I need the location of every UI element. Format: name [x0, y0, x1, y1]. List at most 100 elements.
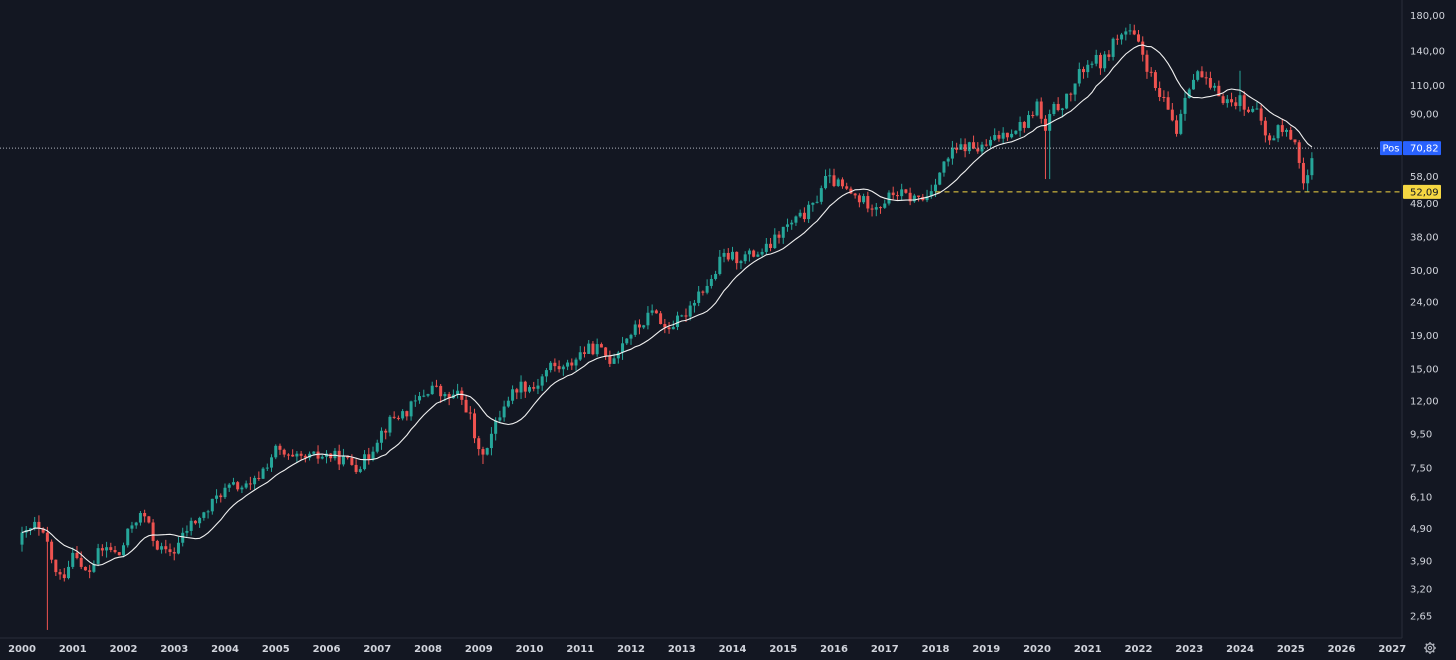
candle [28, 527, 32, 536]
x-tick-label: 2005 [262, 644, 290, 655]
candle [231, 477, 235, 486]
candle [155, 539, 159, 551]
candle [993, 128, 997, 142]
candle [62, 568, 66, 582]
candle [621, 336, 625, 360]
candle [193, 520, 197, 525]
candle [54, 559, 58, 577]
y-tick-label: 24,00 [1410, 298, 1439, 309]
candle [908, 187, 912, 206]
candle [692, 299, 696, 313]
candle [659, 311, 663, 325]
candle [384, 428, 388, 440]
candle [1204, 71, 1208, 85]
x-tick-label: 2008 [414, 644, 442, 655]
candle [625, 338, 629, 346]
y-tick-label: 3,20 [1410, 584, 1432, 595]
x-tick-label: 2009 [465, 644, 493, 655]
candle [561, 364, 565, 376]
candle [1111, 37, 1115, 61]
candle [566, 359, 570, 371]
candle [160, 542, 164, 554]
candle [1166, 91, 1170, 110]
x-axis[interactable]: 2000 2001 2002 2003 2004 2005 2006 2007 2008 2009… [0, 637, 1406, 655]
candle [1124, 27, 1128, 41]
candle [1213, 82, 1217, 92]
candle [515, 387, 519, 400]
candle [1039, 97, 1043, 124]
candle [75, 546, 79, 560]
current-price-label: 70,82 [1410, 144, 1439, 155]
candle [891, 186, 895, 200]
candle [464, 395, 468, 413]
candle [261, 467, 265, 480]
moving-average-line [21, 44, 1313, 566]
y-axis[interactable]: 180,00 140,00 110,00 90,00 58,00 48,00 38,00 30… [1401, 0, 1445, 638]
candle [1120, 32, 1124, 45]
candle [164, 539, 168, 554]
x-tick-label: 2012 [617, 644, 645, 655]
candle [130, 521, 134, 533]
candle [726, 248, 730, 262]
candle [1103, 51, 1107, 72]
candle [549, 361, 553, 373]
candle [88, 564, 92, 579]
candle [760, 248, 764, 257]
candle [709, 274, 713, 289]
candle [358, 466, 362, 474]
candle [176, 537, 180, 555]
candle [511, 385, 515, 405]
candle [1272, 135, 1276, 141]
candle [1191, 74, 1195, 90]
candle [599, 342, 603, 348]
candle [684, 308, 688, 323]
candle [502, 400, 506, 422]
candle [1301, 157, 1305, 190]
candle [1179, 109, 1183, 136]
candle [1238, 70, 1242, 112]
candle [320, 455, 324, 460]
candle [862, 193, 866, 205]
candle [849, 186, 853, 195]
candle [523, 380, 527, 398]
gear-icon[interactable] [1424, 642, 1436, 654]
candle [1175, 115, 1179, 137]
candle [735, 251, 739, 270]
candle [637, 319, 641, 335]
price-lines-layer [0, 147, 1402, 193]
candle [747, 248, 751, 262]
pos-tag-label: Pos [1382, 144, 1399, 155]
y-tick-label: 38,00 [1410, 232, 1439, 243]
candle [1086, 60, 1090, 78]
candle [45, 526, 49, 630]
candle [468, 406, 472, 420]
candle [1069, 92, 1073, 102]
candle [405, 410, 409, 421]
candle [832, 168, 836, 188]
candle [1306, 169, 1310, 192]
candle [819, 185, 823, 205]
y-tick-label: 6,10 [1410, 493, 1432, 504]
candle [722, 248, 726, 263]
candle [540, 374, 544, 391]
candle [879, 206, 883, 214]
candle [824, 169, 828, 190]
candle [654, 309, 658, 314]
candle [96, 543, 100, 567]
x-tick-label: 2021 [1074, 644, 1102, 655]
candle [240, 485, 244, 494]
price-badges: Pos 70,82 52,09 [1380, 141, 1441, 199]
candle [532, 381, 536, 392]
candle [498, 410, 502, 423]
candle [1077, 62, 1081, 87]
candle [764, 238, 768, 255]
support-price-label: 52,09 [1410, 187, 1439, 198]
y-tick-label: 30,00 [1410, 266, 1439, 277]
x-tick-label: 2023 [1175, 644, 1203, 655]
candle [870, 204, 874, 217]
candle [1170, 103, 1174, 122]
candle [460, 387, 464, 405]
y-tick-label: 2,65 [1410, 611, 1432, 622]
